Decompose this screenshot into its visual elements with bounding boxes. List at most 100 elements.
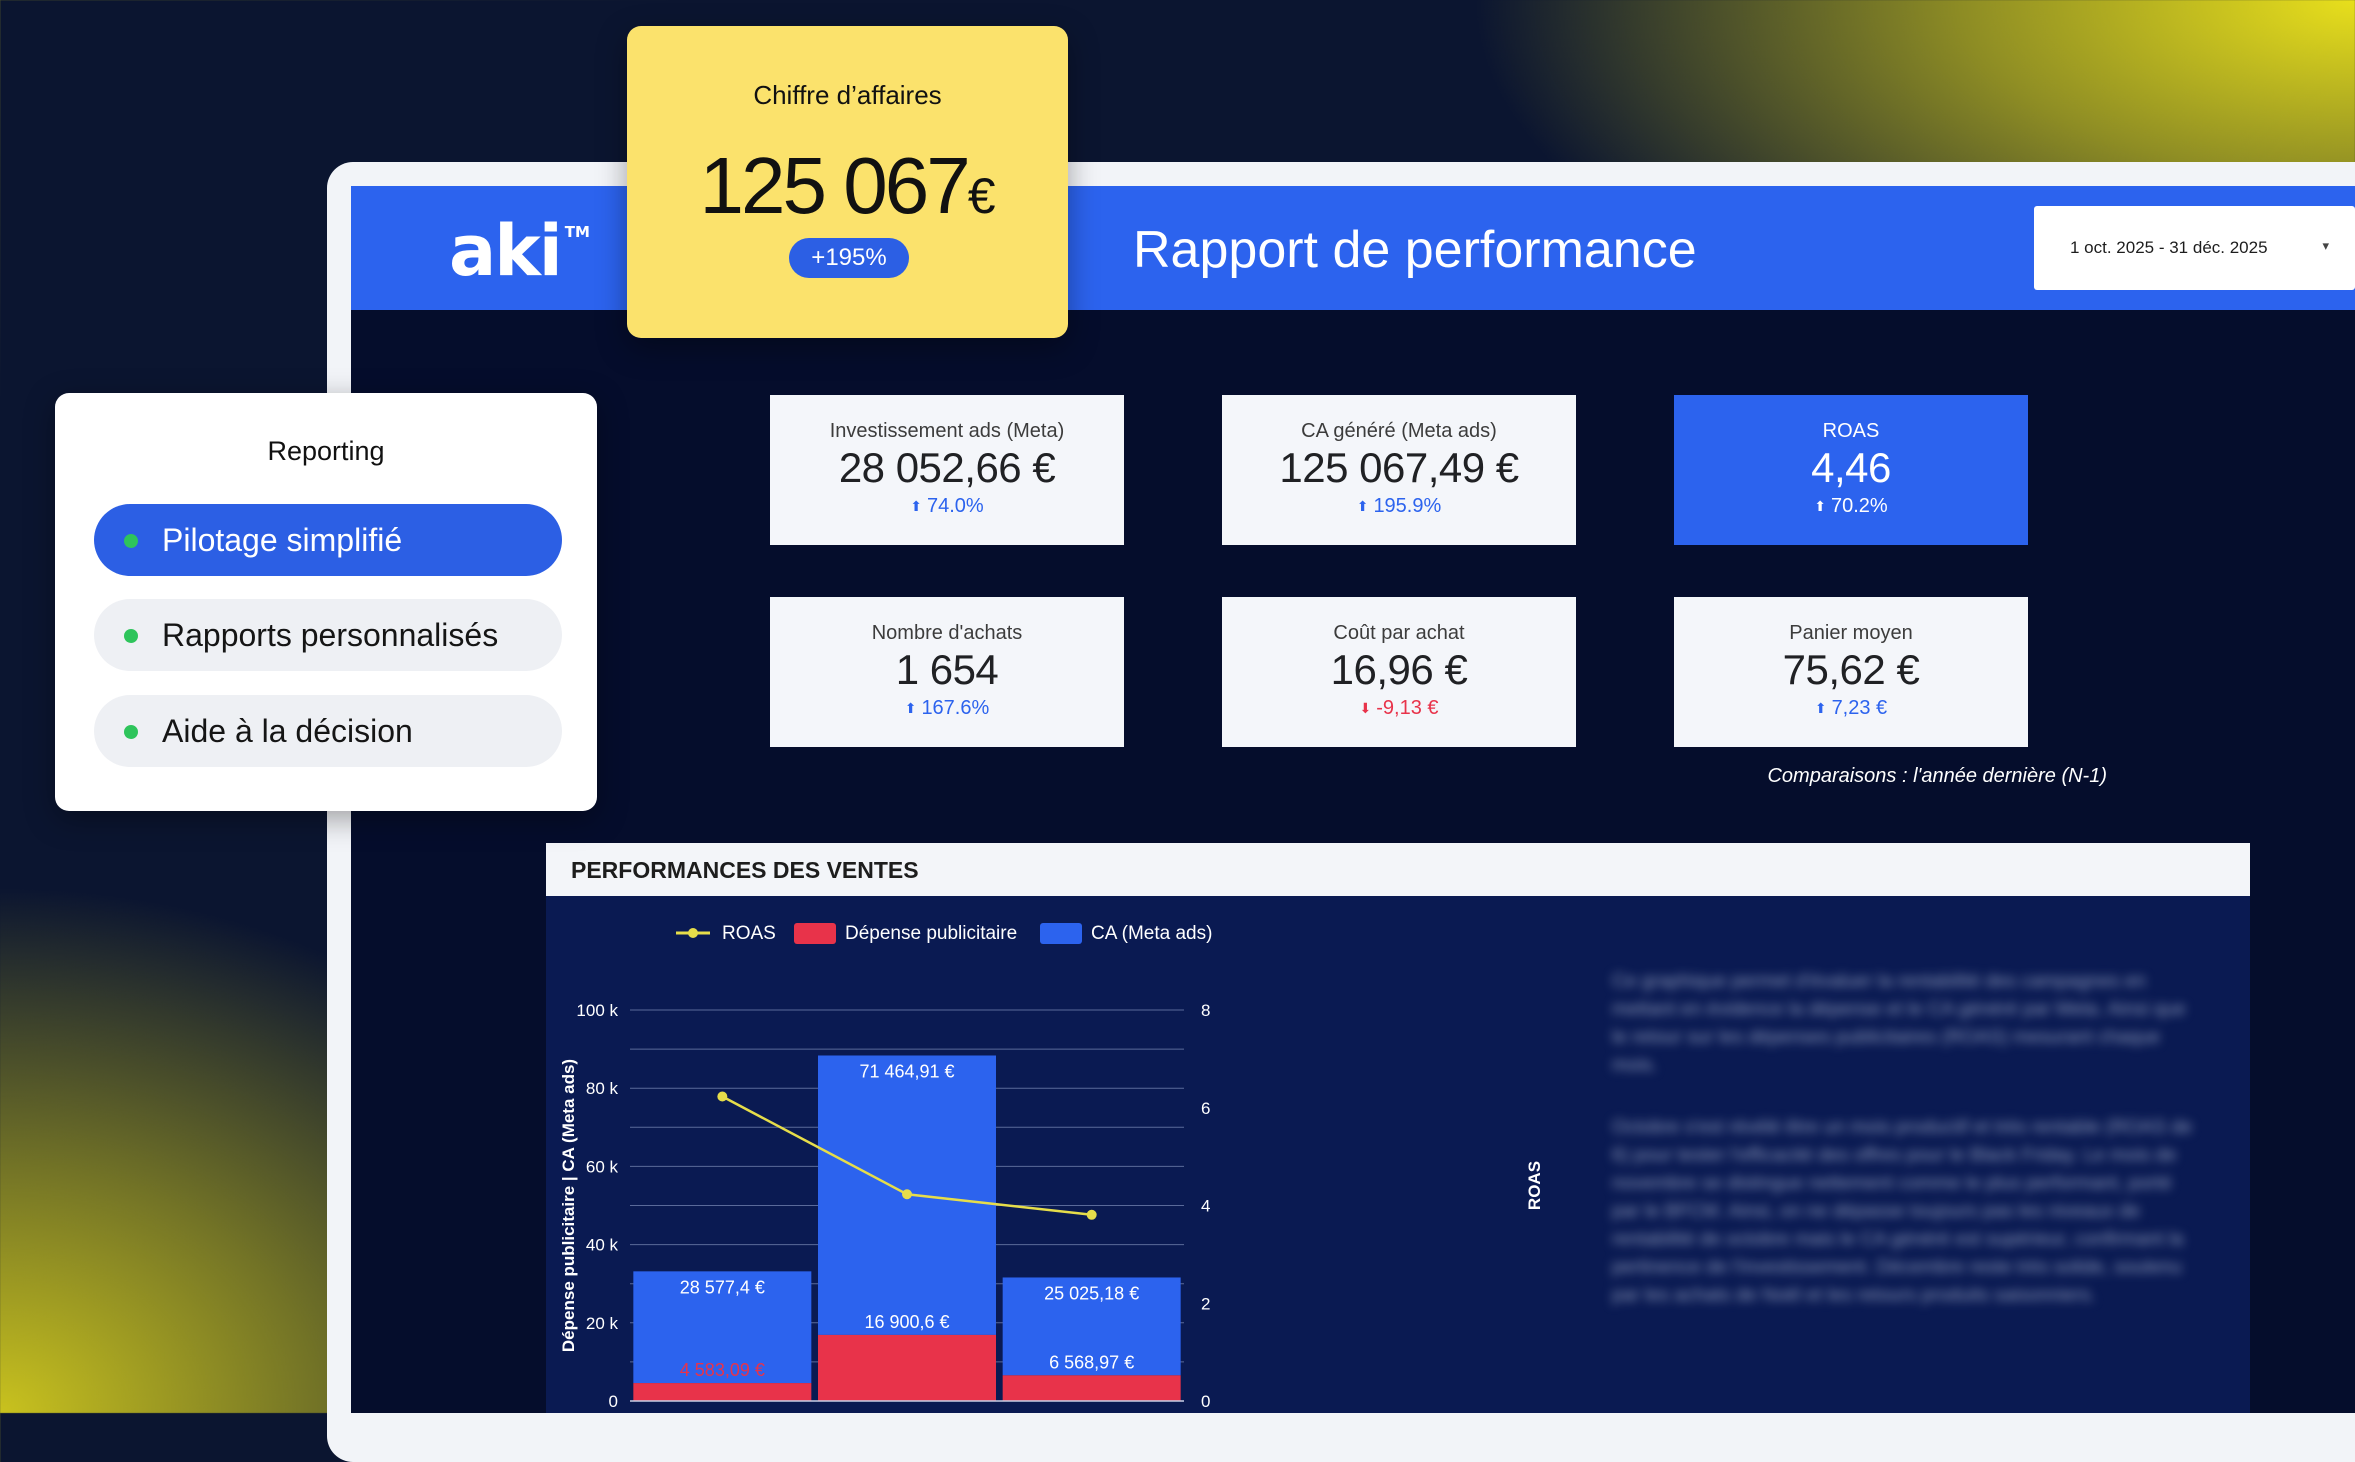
arrow-up-icon: ⬆ bbox=[1814, 700, 1827, 716]
y2-axis-title: ROAS bbox=[1525, 1161, 1544, 1210]
sales-panel-title: PERFORMANCES DES VENTES bbox=[546, 843, 2250, 896]
feature-pill-label: Rapports personnalisés bbox=[162, 617, 499, 653]
kpi-label: Nombre d'achats bbox=[871, 622, 1023, 644]
feature-pill-rapports[interactable]: Rapports personnalisés bbox=[94, 599, 562, 671]
green-dot-icon bbox=[124, 534, 138, 548]
revenue-card-title: Chiffre d’affaires bbox=[753, 80, 942, 110]
y2-tick-label: 4 bbox=[1201, 1197, 1210, 1216]
kpi-value: 28 052,66 € bbox=[838, 444, 1056, 491]
chevron-down-icon: ▾ bbox=[2322, 238, 2329, 253]
x-tick-label: nov. 2025 bbox=[869, 1411, 945, 1413]
kpi-delta-value: 70.2% bbox=[1831, 495, 1888, 517]
y2-tick-label: 6 bbox=[1201, 1099, 1210, 1118]
revenue-growth-badge: +195% bbox=[789, 238, 909, 278]
kpi-delta: ⬆ 7,23 € bbox=[1674, 697, 2028, 720]
legend-ca-label: CA (Meta ads) bbox=[1091, 923, 1212, 944]
sales-performance-panel: PERFORMANCES DES VENTES 0 20 k 40 k 60 k 80 … bbox=[546, 843, 2250, 1413]
commentary-paragraph: Octobre s'est révélé être un mois produc… bbox=[1612, 1117, 2193, 1306]
bar-ca bbox=[1002, 1277, 1181, 1376]
legend-roas-dot bbox=[688, 928, 698, 938]
kpi-value: 16,96 € bbox=[1330, 646, 1468, 693]
feature-pill-pilotage[interactable]: Pilotage simplifié bbox=[94, 504, 562, 576]
roas-point bbox=[1086, 1209, 1097, 1220]
y-tick-label: 60 k bbox=[586, 1157, 619, 1176]
kpi-tile: Nombre d'achats 1 654 ⬆ 167.6% bbox=[770, 597, 1124, 747]
feature-pill-label: Pilotage simplifié bbox=[162, 522, 403, 558]
revenue-value: 125 067€ bbox=[699, 141, 996, 230]
kpi-tile: Coût par achat 16,96 € ⬇ -9,13 € bbox=[1222, 597, 1576, 747]
blurred-commentary: Ce graphique permet d'évaluer la rentabi… bbox=[1612, 968, 2202, 1344]
kpi-delta: ⬆ 195.9% bbox=[1222, 495, 1576, 518]
kpi-delta-value: 7,23 € bbox=[1831, 697, 1888, 719]
bar-spend-label: 16 900,6 € bbox=[864, 1312, 949, 1332]
legend-spend-label: Dépense publicitaire bbox=[845, 923, 1017, 944]
x-tick-label: déc. 2025 bbox=[1053, 1411, 1130, 1413]
reporting-card-title: Reporting bbox=[267, 436, 385, 466]
kpi-tile: Investissement ads (Meta) 28 052,66 € ⬆ 74.… bbox=[770, 395, 1124, 545]
bar-spend bbox=[633, 1383, 812, 1401]
kpi-delta-value: -9,13 € bbox=[1376, 697, 1439, 719]
legend-ca-swatch bbox=[1040, 923, 1082, 944]
kpi-value: 4,46 bbox=[1811, 444, 1891, 491]
y2-tick-label: 2 bbox=[1201, 1294, 1210, 1313]
date-range-selector[interactable]: 1 oct. 2025 - 31 déc. 2025 ▾ bbox=[2034, 206, 2355, 290]
y-tick-label: 20 k bbox=[586, 1314, 619, 1333]
kpi-delta-value: 74.0% bbox=[927, 495, 984, 517]
bar-ca bbox=[633, 1271, 812, 1384]
kpi-label: ROAS bbox=[1822, 420, 1880, 442]
y-tick-label: 80 k bbox=[586, 1079, 619, 1098]
arrow-up-icon: ⬆ bbox=[910, 498, 922, 514]
roas-point bbox=[717, 1091, 728, 1102]
sales-chart: 0 20 k 40 k 60 k 80 k 100 k 0 2 4 6 8 Dépense publi… bbox=[559, 923, 1544, 1413]
bar-spend-label: 6 568,97 € bbox=[1049, 1352, 1134, 1372]
kpi-delta: ⬆ 167.6% bbox=[770, 697, 1124, 720]
kpi-value: 75,62 € bbox=[1782, 646, 1920, 693]
green-dot-icon bbox=[124, 629, 138, 643]
kpi-value: 1 654 bbox=[895, 646, 999, 693]
roas-point bbox=[902, 1189, 912, 1200]
feature-pill-aide[interactable]: Aide à la décision bbox=[94, 695, 562, 767]
arrow-up-icon: ⬆ bbox=[1356, 498, 1369, 514]
revenue-card: Chiffre d’affaires 125 067€ +195% bbox=[627, 26, 1068, 338]
arrow-up-icon: ⬆ bbox=[904, 700, 917, 716]
kpi-delta: ⬆ 70.2% bbox=[1674, 495, 2028, 518]
kpi-delta: ⬇ -9,13 € bbox=[1222, 697, 1576, 720]
kpi-value: 125 067,49 € bbox=[1279, 444, 1519, 491]
kpi-delta: ⬆ 74.0% bbox=[770, 495, 1124, 518]
green-dot-icon bbox=[124, 725, 138, 739]
kpi-label: Panier moyen bbox=[1789, 622, 1913, 644]
reporting-card: Reporting Pilotage simplifié Rapports pe… bbox=[55, 393, 597, 811]
aki-logo: aki TM bbox=[449, 210, 590, 292]
bar-ca-label: 25 025,18 € bbox=[1044, 1283, 1139, 1303]
bar-ca-label: 71 464,91 € bbox=[859, 1061, 954, 1081]
kpi-delta-value: 167.6% bbox=[921, 697, 990, 719]
comparison-note: Comparaisons : l'année dernière (N-1) bbox=[1767, 765, 2107, 787]
y2-tick-label: 8 bbox=[1201, 1001, 1210, 1020]
kpi-delta-value: 195.9% bbox=[1373, 495, 1442, 517]
legend-roas-label: ROAS bbox=[722, 923, 776, 944]
y2-tick-label: 0 bbox=[1201, 1392, 1210, 1411]
y-tick-label: 40 k bbox=[586, 1236, 619, 1255]
kpi-tile: Panier moyen 75,62 € ⬆ 7,23 € bbox=[1674, 597, 2028, 747]
date-range-label: 1 oct. 2025 - 31 déc. 2025 bbox=[2070, 238, 2268, 257]
feature-pill-label: Aide à la décision bbox=[162, 713, 413, 749]
kpi-label: Coût par achat bbox=[1333, 622, 1465, 644]
arrow-up-icon: ⬆ bbox=[1814, 498, 1826, 514]
arrow-down-icon: ⬇ bbox=[1359, 700, 1372, 716]
kpi-tile: ROAS 4,46 ⬆ 70.2% bbox=[1674, 395, 2028, 545]
bar-ca-label: 28 577,4 € bbox=[680, 1277, 765, 1297]
legend-spend-swatch bbox=[794, 923, 836, 944]
y-tick-label: 0 bbox=[609, 1392, 618, 1411]
bar-spend-label: 4 583,09 € bbox=[680, 1360, 765, 1380]
bar-spend bbox=[1002, 1375, 1181, 1401]
page-title: Rapport de performance bbox=[1133, 221, 1697, 279]
kpi-tile: CA généré (Meta ads) 125 067,49 € ⬆ 195.9% bbox=[1222, 395, 1576, 545]
commentary-paragraph: Ce graphique permet d'évaluer la rentabi… bbox=[1612, 971, 2186, 1076]
kpi-label: Investissement ads (Meta) bbox=[829, 420, 1065, 442]
y-tick-label: 100 k bbox=[576, 1001, 618, 1020]
x-tick-label: oct. 2025 bbox=[686, 1411, 759, 1413]
dashboard: aki TM Rapport de performance 1 oct. 2025… bbox=[351, 186, 2355, 1413]
y-axis-title: Dépense publicitaire | CA (Meta ads) bbox=[559, 1059, 578, 1352]
bar-spend bbox=[818, 1334, 996, 1401]
kpi-label: CA généré (Meta ads) bbox=[1301, 420, 1497, 442]
